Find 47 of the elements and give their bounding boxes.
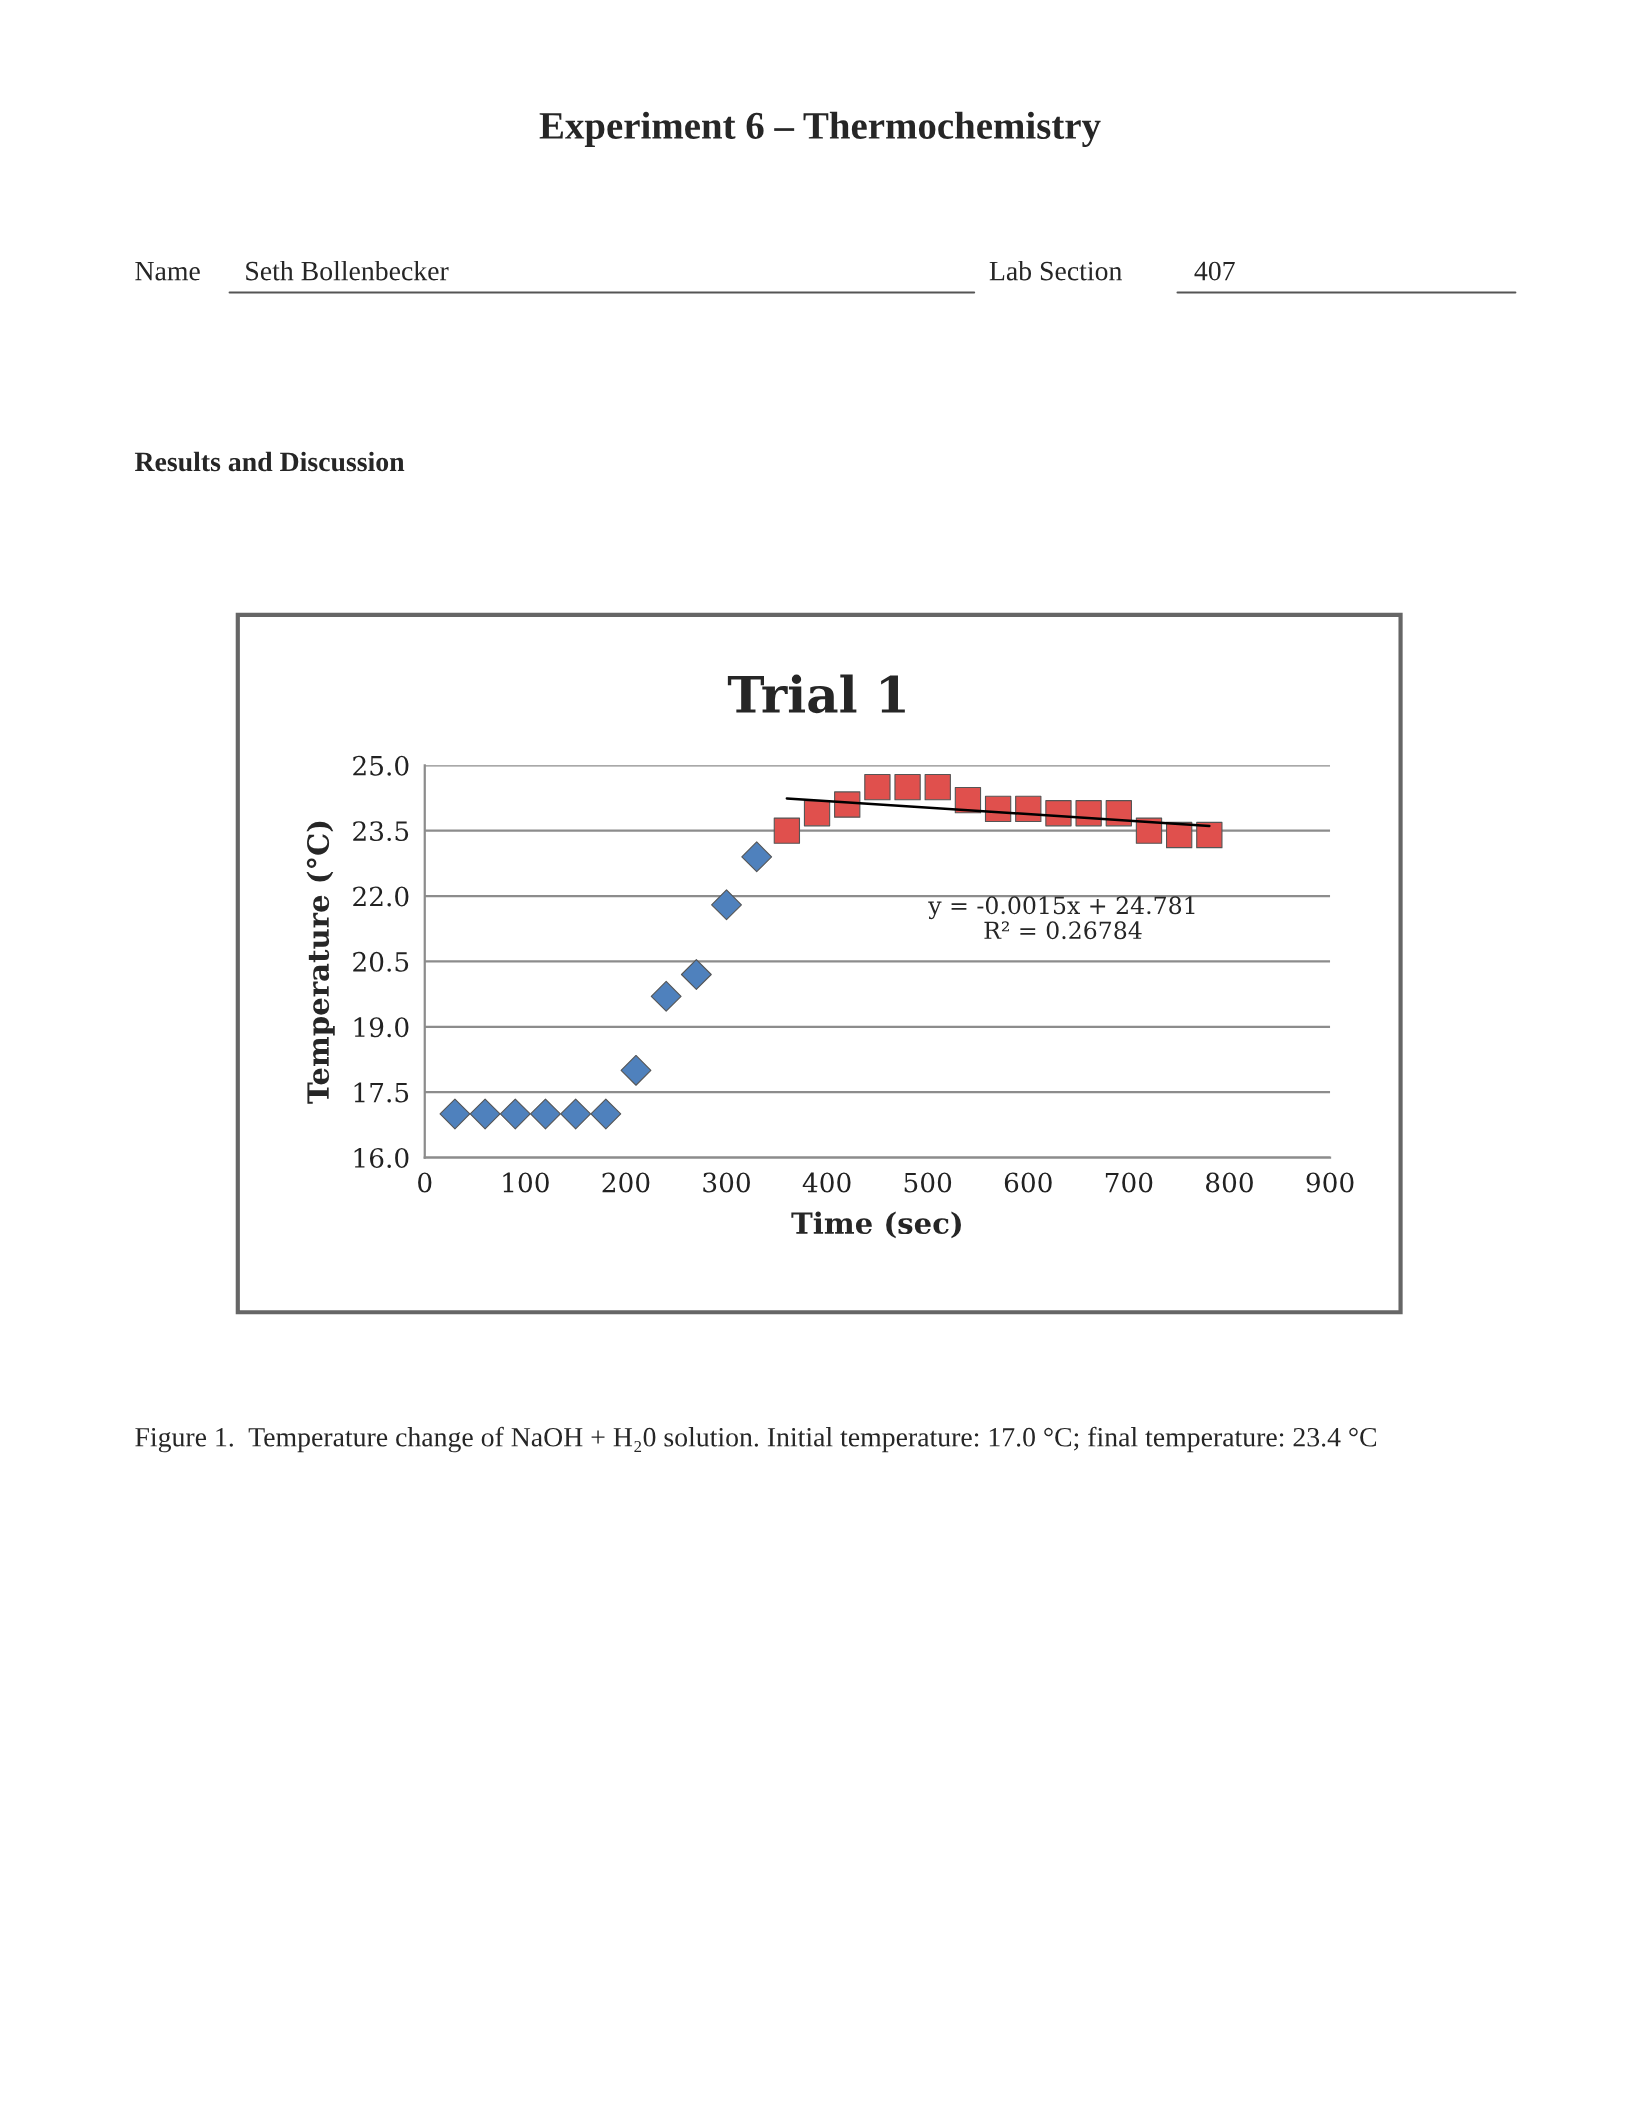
point	[499, 1098, 531, 1130]
point	[834, 791, 861, 818]
x-tick-label: 200	[602, 1172, 650, 1193]
point	[773, 817, 801, 844]
text: Lab Section	[989, 260, 1122, 281]
x-tick-label: 400	[802, 1172, 851, 1193]
y-tick-label: 22.0	[353, 886, 409, 907]
x-tick-label: 300	[703, 1172, 750, 1193]
point	[803, 800, 831, 827]
point	[560, 1098, 592, 1130]
x-axis-title: Time (sec)	[791, 1211, 961, 1239]
point	[1196, 821, 1223, 849]
text: Seth Bollenbecker	[246, 260, 449, 281]
point	[680, 959, 712, 990]
y-axis-title: Temperature (°C)	[306, 821, 335, 1104]
point	[469, 1098, 501, 1130]
point	[894, 773, 921, 801]
point	[620, 1054, 652, 1086]
x-tick-label: 600	[1004, 1172, 1052, 1193]
text: 407	[1194, 261, 1235, 281]
chart-title: Trial 1	[727, 674, 905, 714]
point	[864, 773, 891, 801]
point	[1045, 800, 1072, 827]
x-tick-label: 100	[503, 1172, 549, 1193]
y-tick-label: 25.0	[353, 755, 409, 776]
y-tick-label: 17.5	[354, 1082, 409, 1103]
y-tick-label: 19.0	[354, 1017, 409, 1038]
text: Experiment 6 – Thermochemistry	[539, 111, 1101, 148]
x-tick-label: 900	[1306, 1172, 1354, 1193]
y-tick-label: 16.0	[354, 1147, 409, 1168]
point	[924, 773, 951, 801]
x-tick-label: 800	[1206, 1172, 1253, 1193]
point	[439, 1098, 471, 1130]
y-tick-label: 23.5	[353, 821, 409, 842]
x-tick-label: 700	[1105, 1172, 1153, 1193]
x-tick-label: 500	[904, 1172, 952, 1193]
point	[711, 889, 742, 921]
point	[530, 1098, 561, 1130]
annotation: y = -0.0015x + 24.781 R² = 0.26784	[928, 896, 1195, 940]
y-tick-label: 20.5	[353, 951, 409, 972]
point	[650, 980, 682, 1012]
text: Results and Discussion	[134, 451, 405, 472]
x-tick-label: 0	[418, 1172, 432, 1193]
point	[741, 841, 773, 873]
text: Name	[135, 261, 200, 281]
point	[590, 1098, 622, 1130]
caption: Figure 1. Temperature change of NaOH + H₂0 solution. Initial temperature: 17.0 °C; final temperature: 23.4 °C	[135, 1426, 1377, 1453]
